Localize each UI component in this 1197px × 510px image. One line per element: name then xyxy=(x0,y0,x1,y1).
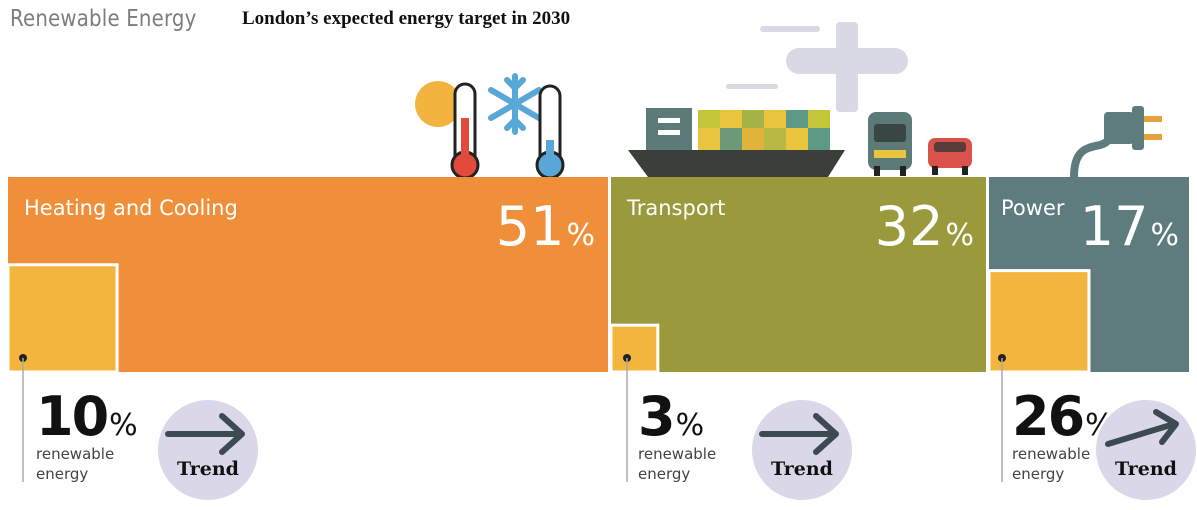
power-trend-label: Trend xyxy=(1115,458,1177,480)
header-label: Renewable Energy xyxy=(10,6,197,32)
transport-renewable-caption-1: renewable xyxy=(638,445,717,463)
transport-renewable-block xyxy=(609,323,660,374)
power-renewable-caption-2: energy xyxy=(1012,465,1065,483)
transport-label: Transport xyxy=(627,196,726,220)
transport-renewable-caption-2: energy xyxy=(638,465,691,483)
heating-renewable-value: 10 xyxy=(36,385,109,448)
power-label: Power xyxy=(1001,196,1065,220)
sun-icon xyxy=(415,81,461,127)
transport-leader xyxy=(623,354,631,482)
thermometer-cold-icon xyxy=(535,84,565,180)
cargo-ship-icon xyxy=(628,108,845,177)
power-renewable-value-row: 26% xyxy=(1012,390,1114,444)
power-share: 17% xyxy=(1080,200,1179,254)
power-renewable-block xyxy=(987,269,1091,374)
heating-renewable-value-row: 10% xyxy=(36,390,138,444)
transport-share-unit: % xyxy=(945,218,974,253)
heating-leader xyxy=(19,354,27,482)
heating-share-value: 51 xyxy=(495,195,565,258)
heating-trend-label: Trend xyxy=(177,458,239,480)
power-renewable: 26% renewable energy xyxy=(1012,390,1114,484)
power-trend-badge[interactable]: Trend xyxy=(1096,400,1196,500)
transport-renewable-value-row: 3% xyxy=(638,390,716,444)
power-share-unit: % xyxy=(1150,218,1179,253)
airplane-icon xyxy=(726,22,908,112)
transport-trend-badge[interactable]: Trend xyxy=(752,400,852,500)
heating-renewable: 10% renewable energy xyxy=(36,390,138,484)
power-renewable-value: 26 xyxy=(1012,385,1085,448)
heating-renewable-block xyxy=(6,263,119,374)
arrow-right-icon xyxy=(165,413,245,455)
car-icon xyxy=(928,138,972,175)
transport-trend-label: Trend xyxy=(771,458,833,480)
transport-renewable-value: 3 xyxy=(638,385,676,448)
transport-renewable-unit: % xyxy=(675,408,705,443)
heating-renewable-unit: % xyxy=(109,408,138,443)
transport-renewable: 3% renewable energy xyxy=(638,390,716,484)
transport-block xyxy=(611,177,986,372)
power-share-value: 17 xyxy=(1079,195,1149,258)
page-title: London’s expected energy target in 2030 xyxy=(242,8,571,29)
transport-share-value: 32 xyxy=(874,195,944,258)
power-renewable-caption-1: renewable xyxy=(1012,445,1091,463)
snowflake-icon xyxy=(488,73,542,135)
heating-share: 51% xyxy=(496,200,595,254)
bus-icon xyxy=(868,112,912,176)
heating-renewable-caption-1: renewable xyxy=(36,445,115,463)
thermometer-hot-icon xyxy=(450,82,480,180)
arrow-right-icon xyxy=(759,413,839,455)
heating-trend-badge[interactable]: Trend xyxy=(158,400,258,500)
power-leader xyxy=(998,354,1006,482)
heating-renewable-caption-2: energy xyxy=(36,465,89,483)
heating-share-unit: % xyxy=(566,218,595,253)
transport-share: 32% xyxy=(875,200,974,254)
plug-icon xyxy=(1070,106,1162,181)
arrow-up-right-icon xyxy=(1105,409,1179,447)
heating-label: Heating and Cooling xyxy=(24,196,238,220)
